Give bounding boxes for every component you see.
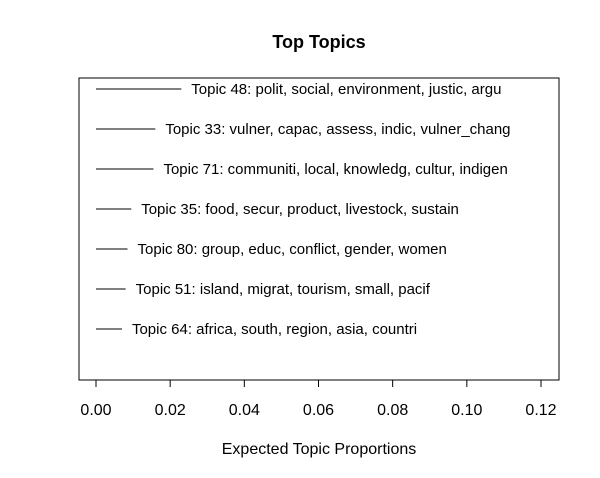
x-tick-label: 0.00 bbox=[80, 402, 111, 419]
x-tick-label: 0.08 bbox=[377, 402, 408, 419]
x-tick-label: 0.12 bbox=[525, 402, 556, 419]
bar-label: Topic 33: vulner, capac, assess, indic, … bbox=[165, 121, 510, 138]
chart-title: Top Topics bbox=[272, 32, 365, 52]
x-axis-label: Expected Topic Proportions bbox=[222, 441, 416, 458]
bar-label: Topic 51: island, migrat, tourism, small… bbox=[136, 281, 431, 298]
bar-series: Topic 48: polit, social, environment, ju… bbox=[96, 81, 511, 338]
x-tick-label: 0.02 bbox=[155, 402, 186, 419]
bar-label: Topic 35: food, secur, product, livestoc… bbox=[141, 201, 459, 218]
x-axis-ticks: 0.00 0.02 0.04 0.06 0.08 0.10 0.12 bbox=[80, 380, 557, 419]
bar-label: Topic 80: group, educ, conflict, gender,… bbox=[138, 241, 447, 258]
bar-label: Topic 64: africa, south, region, asia, c… bbox=[132, 321, 417, 338]
bar-label: Topic 71: communiti, local, knowledg, cu… bbox=[163, 161, 507, 178]
x-tick-label: 0.10 bbox=[451, 402, 482, 419]
x-tick-label: 0.06 bbox=[303, 402, 334, 419]
x-tick-label: 0.04 bbox=[229, 402, 260, 419]
bar-label: Topic 48: polit, social, environment, ju… bbox=[191, 81, 501, 98]
